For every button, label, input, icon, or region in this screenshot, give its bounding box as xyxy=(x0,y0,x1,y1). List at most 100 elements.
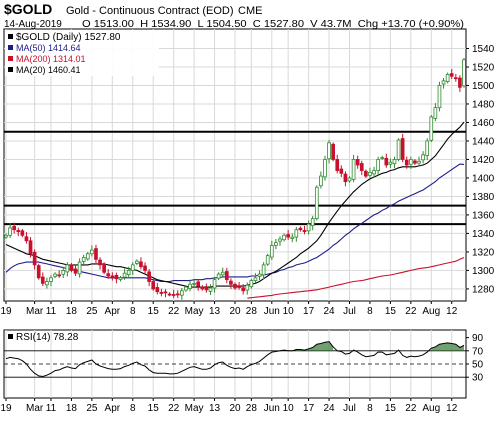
candle-body xyxy=(453,77,458,80)
price-y-axis: 1280 1300 1320 1340 1360 1380 1400 1420 1440 1460… xyxy=(466,44,495,295)
candle-body xyxy=(69,264,74,271)
candle-body xyxy=(306,223,311,232)
x-tick-label: Mar xyxy=(26,403,44,414)
candle-body xyxy=(20,230,25,236)
candle-body xyxy=(331,143,335,160)
symbol-title: $GOLD xyxy=(4,1,52,17)
candle-body xyxy=(445,73,450,82)
price-y-tick-label: 1360 xyxy=(472,210,495,221)
legend-ma20-label: MA(20) 1460.41 xyxy=(16,65,81,75)
x-tick-label: 12 xyxy=(446,403,458,414)
x-tick-label: 8 xyxy=(367,306,373,317)
rsi-y-tick-label: 50 xyxy=(472,360,484,371)
x-tick-label: 22 xyxy=(405,306,417,317)
x-tick-label: 18 xyxy=(66,403,78,414)
x-tick-label: 25 xyxy=(86,306,98,317)
rsi-x-axis: 19 Mar 11 18 25 Apr 8 15 22 May 13 20 28 Jun 10 17 24 Jul… xyxy=(0,398,458,414)
x-tick-label: 24 xyxy=(323,403,335,414)
candle-body xyxy=(253,277,258,281)
candle-body xyxy=(36,265,41,279)
candle-body xyxy=(192,282,196,285)
x-tick-label: Jul xyxy=(343,403,356,414)
candle-body xyxy=(167,293,172,296)
rsi-series-line xyxy=(5,341,465,378)
price-y-tick-label: 1400 xyxy=(472,173,495,184)
candle-body xyxy=(343,173,348,183)
rsi-y-axis: 30 50 70 90 xyxy=(466,333,484,384)
legend-price-label: $GOLD (Daily) 1527.80 xyxy=(16,32,121,43)
candle-body xyxy=(8,227,12,236)
candle-body xyxy=(282,234,286,241)
x-tick-label: 15 xyxy=(385,306,397,317)
candle-body xyxy=(130,264,135,271)
rsi-y-tick-label: 70 xyxy=(472,346,484,357)
exchange-label: CME xyxy=(238,5,262,17)
x-tick-label: 17 xyxy=(303,403,315,414)
price-horizontal-lines xyxy=(4,130,466,226)
legend-ma50-label: MA(50) 1414.64 xyxy=(16,43,81,53)
candle-body xyxy=(135,260,139,264)
ma50-line xyxy=(5,163,465,283)
rsi-y-tick-label: 90 xyxy=(472,333,484,344)
x-tick-label: 24 xyxy=(323,306,335,317)
candle-body xyxy=(351,159,356,180)
legend-background xyxy=(5,30,159,76)
candle-body xyxy=(310,218,315,227)
x-tick-label: Mar xyxy=(26,306,44,317)
price-panel: 1280 1300 1320 1340 1360 1380 1400 1420 1440 1460… xyxy=(3,28,495,302)
x-tick-label: Aug xyxy=(422,306,440,317)
candle-body xyxy=(286,234,290,238)
candle-body xyxy=(425,140,430,156)
price-y-tick-label: 1320 xyxy=(472,247,495,258)
candle-body xyxy=(118,277,123,280)
candle-body xyxy=(290,236,295,240)
candle-body xyxy=(355,159,360,166)
candle-body xyxy=(220,271,225,276)
candle-body xyxy=(257,273,262,277)
candle-body xyxy=(441,80,446,85)
price-y-tick-label: 1340 xyxy=(472,229,495,240)
candle-body xyxy=(57,274,61,277)
candle-body xyxy=(81,257,86,262)
x-tick-label: 22 xyxy=(168,306,180,317)
x-tick-label: 19 xyxy=(0,306,12,317)
x-tick-label: 15 xyxy=(148,306,160,317)
price-candles xyxy=(4,57,466,300)
candle-body xyxy=(233,283,237,289)
candle-body xyxy=(413,160,417,164)
price-legend: $GOLD (Daily) 1527.80 MA(50) 1414.64 MA(… xyxy=(5,30,159,76)
candle-body xyxy=(53,273,57,277)
candle-body xyxy=(364,170,368,177)
rsi-overbought-area xyxy=(431,342,464,351)
legend-ma200-label: MA(200) 1314.01 xyxy=(16,54,86,64)
candle-body xyxy=(400,138,405,160)
rsi-legend-label: RSI(14) 78.28 xyxy=(16,332,79,343)
candle-body xyxy=(126,270,131,276)
candle-body xyxy=(327,142,331,160)
candle-body xyxy=(212,279,217,289)
candle-body xyxy=(245,284,250,291)
candle-body xyxy=(73,268,78,274)
candle-body xyxy=(237,286,241,288)
x-tick-label: 28 xyxy=(246,306,258,317)
x-tick-label: May xyxy=(185,403,204,414)
x-tick-label: 8 xyxy=(130,306,136,317)
candle-body xyxy=(449,73,454,77)
candle-body xyxy=(151,281,156,290)
candle-body xyxy=(339,168,344,174)
candle-body xyxy=(269,245,274,258)
price-y-tick-label: 1380 xyxy=(472,192,495,203)
candle-body xyxy=(229,280,233,285)
candle-body xyxy=(171,294,176,296)
candle-body xyxy=(45,281,49,286)
x-tick-label: Jul xyxy=(343,306,356,317)
candle-body xyxy=(90,249,94,255)
candle-body xyxy=(302,230,307,232)
candle-body xyxy=(188,283,192,289)
candle-body xyxy=(94,248,98,260)
candle-body xyxy=(298,227,303,231)
x-tick-label: 20 xyxy=(229,403,241,414)
x-tick-label: 8 xyxy=(367,403,373,414)
candle-body xyxy=(372,170,376,175)
